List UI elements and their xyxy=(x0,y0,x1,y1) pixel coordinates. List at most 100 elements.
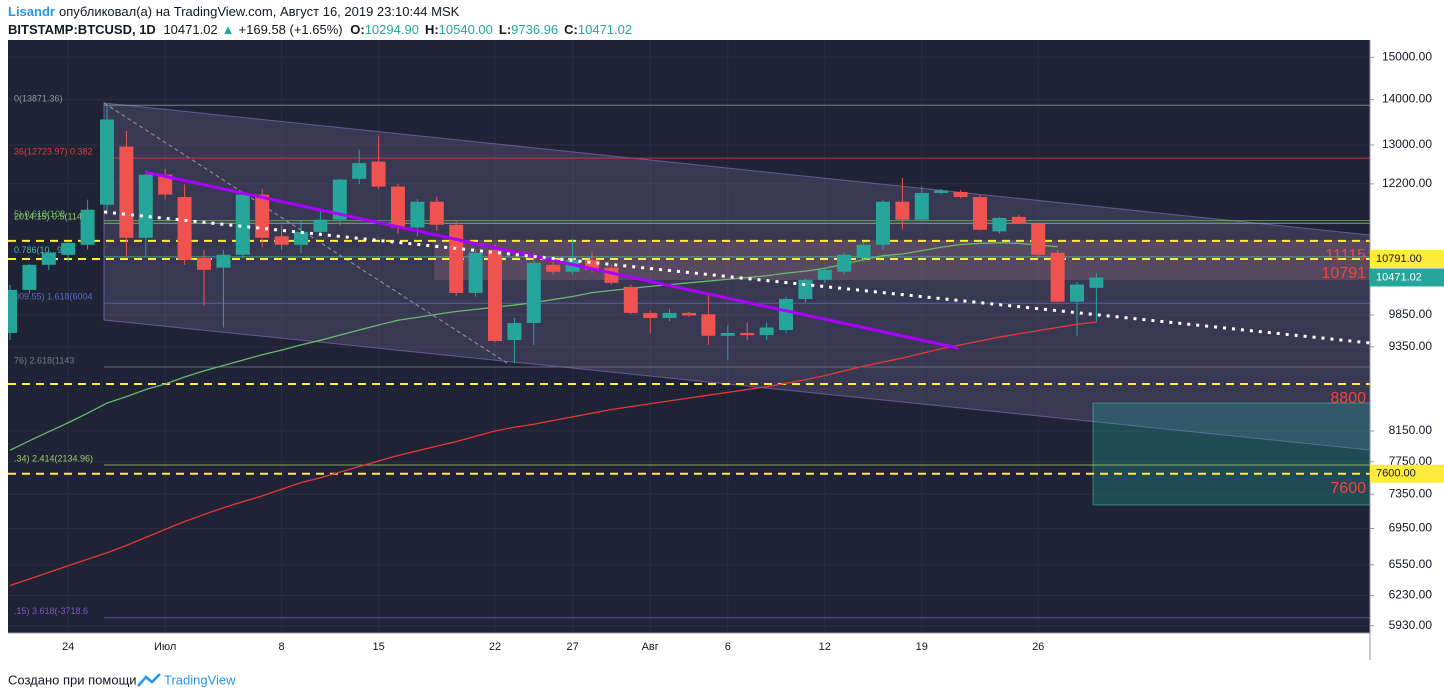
candle-body xyxy=(177,197,192,260)
candle-body xyxy=(8,289,17,333)
x-tick-label: 8 xyxy=(279,641,285,653)
drawings xyxy=(103,102,1370,506)
level-label: 7600 xyxy=(1330,480,1366,497)
y-tick-label: 6230.00 xyxy=(1389,588,1433,602)
footer-brand[interactable]: TradingView xyxy=(164,672,236,687)
candle-body xyxy=(837,254,852,272)
fib-label: 76) 2.618(1143 xyxy=(14,355,74,365)
axes: 15000.00 14000.00 13000.00 12200.00 9850.00 9… xyxy=(62,49,1444,653)
price-axis xyxy=(1370,40,1444,660)
level-label: 10791 xyxy=(1322,265,1367,282)
y-tick-label: 6950.00 xyxy=(1389,521,1433,535)
y-tick-label: 6550.00 xyxy=(1389,557,1433,571)
candle-body xyxy=(235,194,250,255)
trendline xyxy=(144,170,959,350)
candle-body xyxy=(1089,277,1104,288)
candle-body xyxy=(546,264,561,272)
candle-body xyxy=(294,231,308,245)
candle-body xyxy=(526,262,541,324)
candle-body xyxy=(973,197,987,230)
ohlc-value: 10540.00 xyxy=(438,22,493,37)
y-tick-label: 9350.00 xyxy=(1389,339,1433,353)
candle-body xyxy=(662,312,677,319)
level-label: 8800 xyxy=(1330,390,1366,407)
candle-body xyxy=(274,236,289,245)
ohlc: O:10294.90 H:10540.00 L:9736.96 C:10471.02 xyxy=(350,22,638,37)
x-tick-label: Авг xyxy=(642,641,659,653)
ohlc-key: H: xyxy=(424,22,439,37)
y-tick-label: 13000.00 xyxy=(1382,137,1432,151)
y-tick-label: 14000.00 xyxy=(1382,92,1432,106)
footer-text: Создано при помощи xyxy=(8,672,137,687)
arrow: ▲ xyxy=(221,22,235,37)
candle-body xyxy=(22,264,37,290)
candle-body xyxy=(429,201,444,225)
fib-label: 2014.15) 0.5(11440 xyxy=(14,212,92,222)
logo xyxy=(137,673,161,687)
price-box xyxy=(1370,268,1444,287)
candle-body xyxy=(992,217,1007,232)
change: +169.58 (+1.65%) xyxy=(238,22,343,37)
y-tick-label: 8150.00 xyxy=(1389,423,1433,437)
fib-label: .34) 2.414(2134.96) xyxy=(14,453,93,463)
x-tick-label: 24 xyxy=(62,641,74,653)
trendlines xyxy=(103,170,1370,350)
x-tick-label: 19 xyxy=(916,641,928,653)
price-box xyxy=(1370,464,1444,483)
fib-label: 0.786(10...98) xyxy=(14,245,70,255)
header-line1: Lisandr опубликовал(а) на TradingView.com… xyxy=(8,4,463,19)
candle-body xyxy=(779,298,793,331)
candle-body xyxy=(934,190,949,193)
plot-background xyxy=(8,40,1370,633)
x-tick-label: 26 xyxy=(1032,641,1044,653)
ohlc-value: 9736.96 xyxy=(511,22,559,37)
author[interactable]: Lisandr xyxy=(8,4,55,19)
candle-body xyxy=(119,146,134,238)
candle-body xyxy=(682,312,696,316)
published: опубликовал(а) на TradingView.com, Авгус… xyxy=(58,4,460,19)
candle-body xyxy=(1050,252,1065,302)
candle-body xyxy=(914,192,929,220)
candle-body xyxy=(1011,216,1026,224)
plot xyxy=(8,105,1104,587)
target-zone xyxy=(1092,402,1370,506)
candle-body xyxy=(507,323,522,340)
candle-body xyxy=(158,174,173,195)
x-tick-label: 15 xyxy=(372,641,384,653)
x-tick-label: 22 xyxy=(489,641,501,653)
y-tick-label: 7750.00 xyxy=(1389,454,1433,468)
candle-body xyxy=(1070,284,1084,302)
candle-body xyxy=(100,119,114,205)
candle-body xyxy=(255,194,270,238)
candle-body xyxy=(701,314,716,336)
ohlc-key: L: xyxy=(498,22,512,37)
candle-body xyxy=(759,327,774,336)
ohlc-value: 10294.90 xyxy=(364,22,419,37)
ohlc-value: 10471.02 xyxy=(577,22,633,37)
symbol: BITSTAMP:BTCUSD, 1D xyxy=(8,22,156,37)
candle-body xyxy=(895,201,910,220)
x-tick-label: 12 xyxy=(819,641,831,653)
candle-body xyxy=(197,257,211,270)
fib-label: .15) 3.618(-3718.6 xyxy=(14,606,88,616)
x-tick-label: 6 xyxy=(725,641,731,653)
candle-body xyxy=(61,242,76,255)
candle-body xyxy=(352,163,367,179)
candle-body xyxy=(449,224,464,293)
time-axis xyxy=(0,633,1370,660)
candle-body xyxy=(216,254,231,268)
level-label: 11115 xyxy=(1325,247,1366,264)
y-tick-label: 9850.00 xyxy=(1389,307,1433,321)
candle-body xyxy=(371,161,386,187)
candle-body xyxy=(138,174,153,238)
candle-body xyxy=(585,259,599,270)
candle-body xyxy=(332,179,347,220)
y-tick-label: 12200.00 xyxy=(1382,176,1432,190)
candle-body xyxy=(623,286,638,313)
candle-body xyxy=(740,332,755,336)
y-tick-label: 5930.00 xyxy=(1389,618,1433,632)
candle-body xyxy=(41,252,56,265)
header-line2: BITSTAMP:BTCUSD, 1D 10471.02 ▲ +169.58 (+1… xyxy=(8,22,642,37)
